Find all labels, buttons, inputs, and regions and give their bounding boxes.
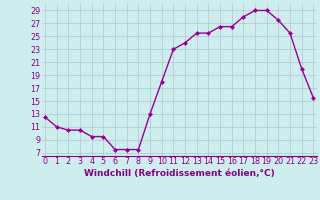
X-axis label: Windchill (Refroidissement éolien,°C): Windchill (Refroidissement éolien,°C) [84, 169, 275, 178]
